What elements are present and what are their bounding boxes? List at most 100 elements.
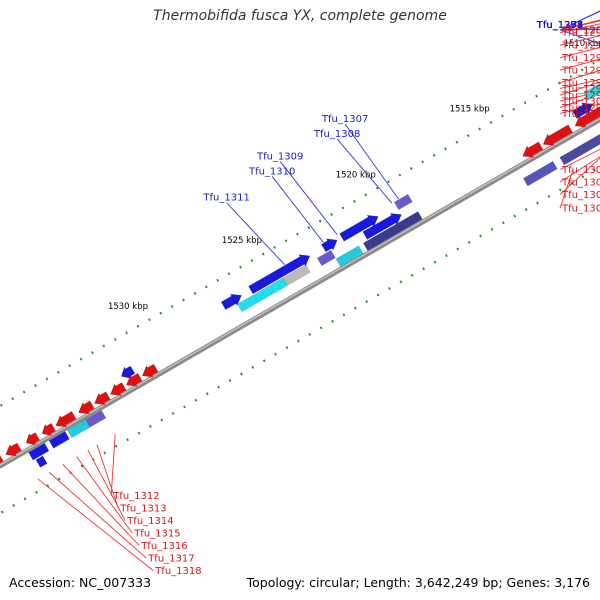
gene-arrow-49[interactable] xyxy=(121,365,136,379)
gene-box-42[interactable] xyxy=(316,249,336,267)
inner-tick-dot xyxy=(12,503,16,507)
gene-label-tfu-1313[interactable]: Tfu_1313 xyxy=(119,503,166,514)
gene-box-41[interactable] xyxy=(335,245,364,267)
gene-label-tfu-1317[interactable]: Tfu_1317 xyxy=(147,553,194,564)
outer-tick-dot xyxy=(45,377,49,381)
gene-arrow-56[interactable] xyxy=(41,422,56,437)
gene-label-tfu-1299[interactable]: Tfu_1299 xyxy=(561,84,600,95)
gene-label-tfu-1318[interactable]: Tfu_1318 xyxy=(154,566,201,577)
gene-arrow-58[interactable] xyxy=(5,442,22,457)
outer-tick-dot xyxy=(22,390,26,394)
inner-tick-dot xyxy=(262,359,266,363)
inner-tick-dot xyxy=(410,273,414,277)
gene-label-tfu-1305[interactable]: Tfu_1305 xyxy=(561,190,600,201)
outer-tick-dot xyxy=(113,337,117,341)
gene-label-tfu-1292[interactable]: Tfu_1292 xyxy=(561,53,600,64)
outer-tick-dot xyxy=(102,344,106,348)
outer-tick-dot xyxy=(478,127,482,131)
leader-tfu-1306 xyxy=(559,169,574,209)
gene-label-tfu-1288[interactable]: Tfu_1288 xyxy=(561,26,600,37)
gene-label-tfu-1287[interactable]: Tfu_1287 xyxy=(561,26,600,37)
leader-tfu-1314 xyxy=(87,449,126,521)
gene-label-tfu-1272[interactable]: Tfu_1272 xyxy=(536,20,583,31)
gene-arrow-50[interactable] xyxy=(141,363,159,378)
gene-arrow-34[interactable] xyxy=(522,141,544,158)
gene-label-tfu-1311[interactable]: Tfu_1311 xyxy=(202,193,249,204)
gene-arrow-33[interactable] xyxy=(542,124,573,146)
gene-box-37[interactable] xyxy=(523,161,558,187)
gene-arrow-47[interactable] xyxy=(248,254,311,295)
gene-arrow-53[interactable] xyxy=(94,391,111,406)
gene-box-29[interactable] xyxy=(583,81,600,101)
gene-label-tfu-1316[interactable]: Tfu_1316 xyxy=(140,541,187,552)
outer-tick-dot xyxy=(182,298,185,302)
gene-arrow-54[interactable] xyxy=(78,400,95,415)
outer-tick-dot xyxy=(489,120,493,124)
gene-box-62[interactable] xyxy=(67,419,91,439)
inner-tick-dot xyxy=(171,411,175,415)
gene-label-tfu-1307[interactable]: Tfu_1307 xyxy=(321,114,368,125)
gene-box-64[interactable] xyxy=(28,442,50,461)
leader-tfu-1297 xyxy=(559,27,600,31)
gene-box-36[interactable] xyxy=(559,126,600,166)
gene-label-tfu-1310[interactable]: Tfu_1310 xyxy=(248,166,295,177)
gene-label-tfu-1306[interactable]: Tfu_1306 xyxy=(561,204,600,215)
gene-arrow-55[interactable] xyxy=(55,411,77,428)
gene-label-tfu-1303[interactable]: Tfu_1303 xyxy=(561,165,600,176)
gene-label-tfu-1298[interactable]: Tfu_1298 xyxy=(536,20,583,31)
gene-arrow-30[interactable] xyxy=(572,102,594,119)
inner-tick-dot xyxy=(160,418,164,422)
leader-tfu-1318 xyxy=(37,478,154,571)
backbone-line xyxy=(0,116,600,469)
gene-label-tfu-1296[interactable]: Tfu_1296 xyxy=(561,103,600,114)
gene-label-tfu-1290[interactable]: Tfu_1290 xyxy=(561,28,600,39)
outer-tick-dot xyxy=(284,239,288,243)
gene-box-38[interactable] xyxy=(393,193,413,211)
gene-label-tfu-1315[interactable]: Tfu_1315 xyxy=(133,528,180,539)
inner-tick-dot xyxy=(103,451,107,455)
inner-tick-dot xyxy=(558,188,562,192)
outer-tick-dot xyxy=(136,324,140,328)
inner-tick-dot xyxy=(0,510,4,514)
gene-label-tfu-1291[interactable]: Tfu_1291 xyxy=(561,41,600,52)
gene-arrow-48[interactable] xyxy=(220,293,242,310)
inner-tick-dot xyxy=(490,227,494,231)
outer-tick-dot xyxy=(535,94,538,98)
gene-label-tfu-1304[interactable]: Tfu_1304 xyxy=(561,177,600,188)
inner-tick-dot xyxy=(399,280,403,284)
gene-arrow-57[interactable] xyxy=(25,432,40,446)
gene-arrow-39[interactable] xyxy=(362,213,402,240)
outer-tick-dot xyxy=(330,213,333,217)
gene-box-65[interactable] xyxy=(35,455,48,468)
gene-label-tfu-1295[interactable]: Tfu_1295 xyxy=(561,91,600,102)
gene-arrow-44[interactable] xyxy=(321,238,338,253)
gene-label-tfu-1308[interactable]: Tfu_1308 xyxy=(313,129,360,140)
gene-label-tfu-1273[interactable]: Tfu_1273 xyxy=(536,20,583,31)
leader-tfu-1317 xyxy=(48,471,147,559)
inner-tick-dot xyxy=(536,201,539,205)
gene-label-tfu-1293[interactable]: Tfu_1293 xyxy=(561,66,600,77)
gene-label-tfu-1300[interactable]: Tfu_1300 xyxy=(561,96,600,107)
gene-label-tfu-1274[interactable]: Tfu_1274 xyxy=(536,20,583,31)
gene-arrow-32[interactable] xyxy=(574,96,600,128)
gene-label-tfu-1302[interactable]: Tfu_1302 xyxy=(561,109,600,120)
gene-label-tfu-1314[interactable]: Tfu_1314 xyxy=(126,516,173,527)
gene-box-40[interactable] xyxy=(362,211,423,251)
gene-box-63[interactable] xyxy=(48,431,70,449)
gene-arrow-59[interactable] xyxy=(0,453,4,466)
gene-arrow-51[interactable] xyxy=(126,373,143,387)
tick-label-1510: 1510 kbp xyxy=(563,39,600,49)
gene-label-tfu-1301[interactable]: Tfu_1301 xyxy=(536,20,583,31)
gene-label-tfu-1289[interactable]: Tfu_1289 xyxy=(561,26,600,37)
leader-tfu-1311 xyxy=(226,202,285,266)
gene-label-tfu-1294[interactable]: Tfu_1294 xyxy=(561,78,600,89)
gene-arrow-43[interactable] xyxy=(339,214,379,242)
gene-label-tfu-1312[interactable]: Tfu_1312 xyxy=(112,491,159,502)
inner-tick-dot xyxy=(183,405,186,409)
gene-label-tfu-1297[interactable]: Tfu_1297 xyxy=(536,20,583,31)
gene-label-tfu-1309[interactable]: Tfu_1309 xyxy=(256,151,303,162)
gene-arrow-52[interactable] xyxy=(110,382,127,396)
gene-box-46[interactable] xyxy=(237,277,288,313)
inner-tick-dot xyxy=(479,234,482,238)
